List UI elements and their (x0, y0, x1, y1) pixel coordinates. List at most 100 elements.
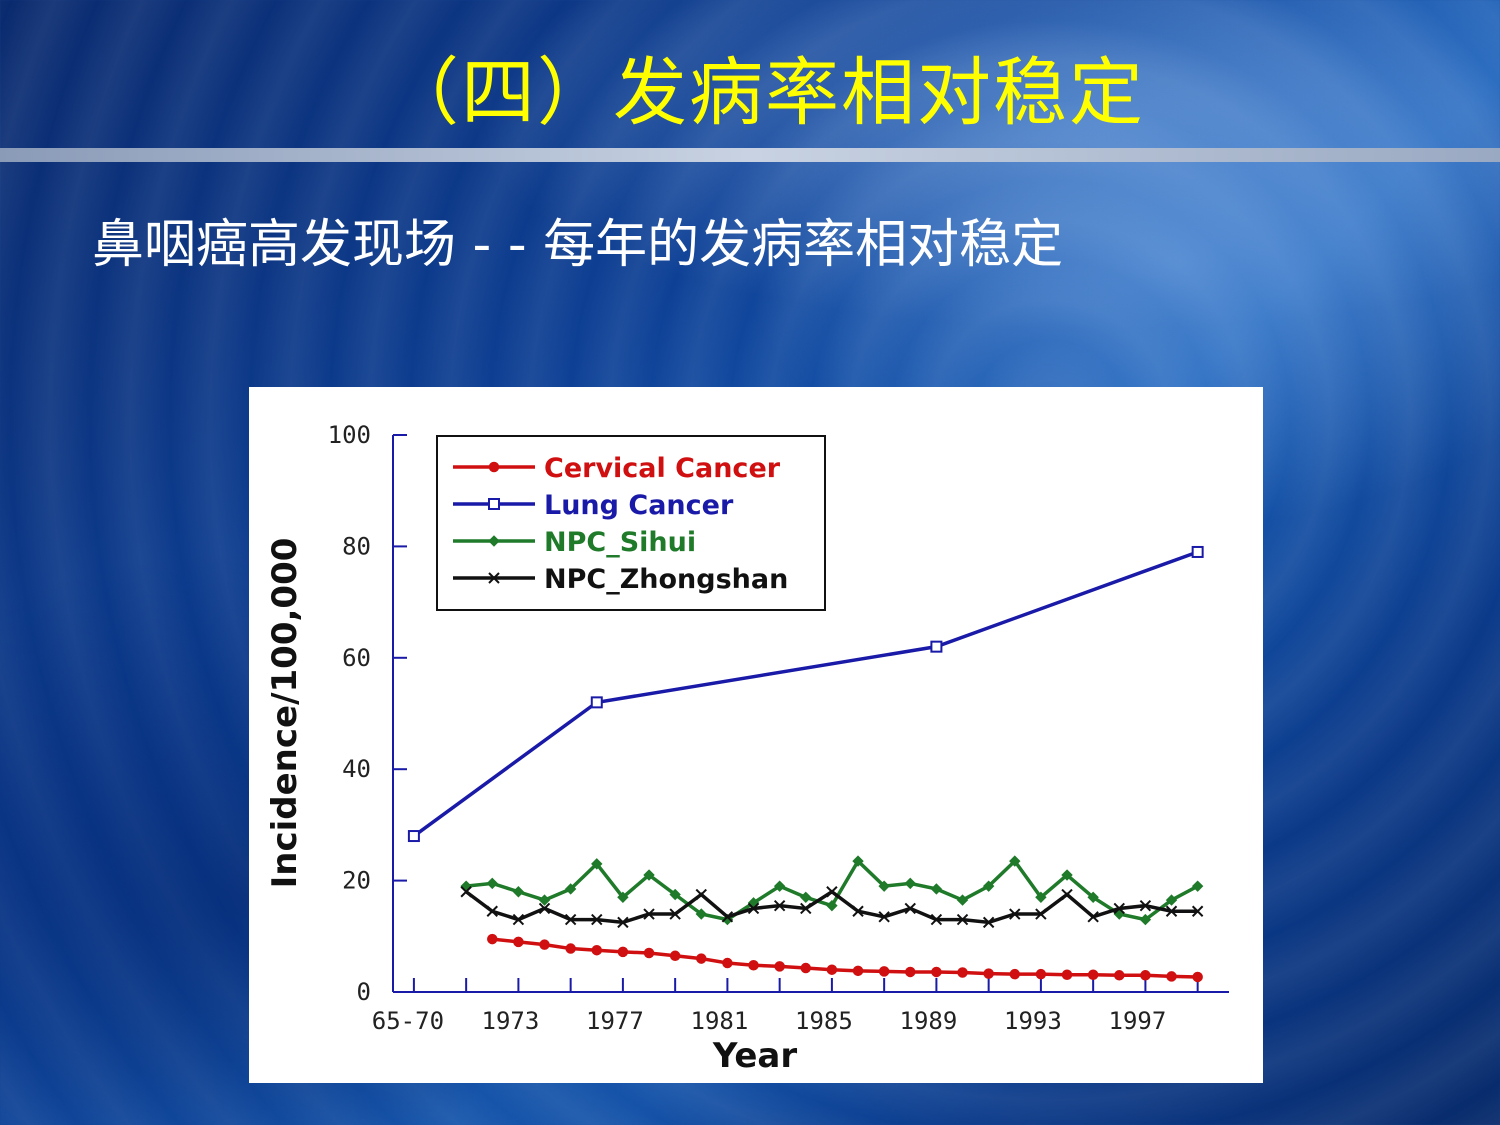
data-point-npc-sihui (1139, 913, 1152, 926)
data-point-npc-zhongshan (1139, 899, 1152, 912)
x-tick-label: 1977 (586, 1007, 644, 1035)
x-tick-label: 1997 (1109, 1007, 1167, 1035)
title-divider (0, 148, 1500, 162)
incidence-line-chart: 0 20 40 60 80 100 65-70 1973 1977 1981 1985 1989 199… (265, 421, 1229, 1076)
x-axis-title: Year (712, 1036, 798, 1076)
data-point-lung-cancer (407, 830, 420, 843)
data-point-npc-sihui (1191, 880, 1204, 892)
legend-marker-npc-zhongshan (488, 572, 500, 584)
data-point-npc-sihui (930, 883, 943, 895)
data-point-npc-sihui (1009, 855, 1021, 867)
legend-label-npc-sihui: NPC_Sihui (544, 527, 696, 558)
data-point-cervical-cancer (539, 939, 550, 950)
data-point-npc-zhongshan (826, 886, 838, 898)
data-point-npc-sihui (800, 891, 812, 904)
data-point-npc-zhongshan (538, 902, 551, 915)
y-axis-title: Incidence/100,000 (265, 538, 305, 889)
data-point-npc-sihui (1061, 869, 1073, 881)
y-tick-label: 0 (357, 978, 371, 1006)
slide-title: （四）发病率相对稳定 (385, 50, 1145, 136)
data-point-npc-sihui (512, 886, 525, 898)
data-point-npc-zhongshan (1165, 905, 1178, 917)
data-point-npc-zhongshan (486, 905, 498, 917)
data-point-npc-zhongshan (982, 916, 995, 929)
data-point-npc-sihui (1035, 891, 1047, 904)
data-point-npc-zhongshan (643, 908, 655, 920)
series-line-cervical-cancer (492, 937, 1198, 979)
data-point-cervical-cancer (1114, 970, 1125, 981)
data-point-cervical-cancer (957, 967, 968, 978)
data-point-npc-sihui (591, 858, 603, 870)
data-point-npc-zhongshan (1191, 905, 1204, 917)
data-point-cervical-cancer (774, 961, 785, 972)
data-point-npc-sihui (538, 894, 551, 906)
legend-label-lung-cancer: Lung Cancer (544, 490, 734, 521)
x-tick-label: 1973 (482, 1007, 540, 1035)
series-line-lung-cancer (412, 550, 1199, 838)
data-point-npc-sihui (564, 883, 577, 895)
data-point-npc-zhongshan (1009, 908, 1021, 920)
data-point-npc-sihui (617, 891, 629, 904)
data-point-npc-zhongshan (512, 913, 525, 926)
chart-panel: 0 20 40 60 80 100 65-70 1973 1977 1981 1985 1989 199… (249, 387, 1263, 1083)
data-point-cervical-cancer (722, 957, 733, 969)
legend-label-cervical-cancer: Cervical Cancer (544, 453, 781, 484)
y-tick-label: 20 (342, 867, 371, 895)
data-point-npc-zhongshan (1087, 911, 1099, 923)
data-point-npc-zhongshan (1035, 908, 1047, 920)
data-point-npc-zhongshan (669, 908, 681, 920)
legend-box (436, 435, 826, 611)
y-tick-label: 80 (342, 532, 371, 560)
data-point-npc-sihui (956, 894, 969, 906)
data-point-npc-zhongshan (747, 902, 760, 915)
data-point-npc-zhongshan (564, 913, 577, 926)
data-point-npc-sihui (878, 880, 890, 892)
data-point-cervical-cancer (852, 965, 864, 977)
data-point-npc-sihui (643, 869, 655, 881)
data-point-cervical-cancer (905, 966, 916, 978)
data-point-npc-sihui (1165, 894, 1178, 906)
data-point-cervical-cancer (565, 943, 576, 954)
data-point-npc-sihui (904, 877, 916, 890)
data-point-cervical-cancer (1166, 971, 1177, 982)
data-point-cervical-cancer (487, 933, 498, 945)
data-point-npc-sihui (460, 880, 472, 892)
data-point-npc-zhongshan (721, 911, 734, 923)
data-point-cervical-cancer (826, 964, 838, 975)
data-point-npc-zhongshan (1113, 902, 1125, 915)
x-tick-label: 1985 (795, 1007, 853, 1035)
data-point-npc-zhongshan (617, 916, 629, 929)
data-point-cervical-cancer (748, 960, 759, 971)
data-point-cervical-cancer (591, 944, 603, 956)
legend-label-npc-zhongshan: NPC_Zhongshan (544, 564, 788, 595)
data-point-cervical-cancer (1009, 968, 1021, 980)
data-point-npc-sihui (695, 908, 707, 920)
data-point-cervical-cancer (1087, 969, 1099, 980)
y-tick-label: 60 (342, 644, 371, 672)
data-point-cervical-cancer (878, 966, 890, 977)
data-point-npc-sihui (1087, 891, 1099, 904)
data-point-npc-sihui (982, 880, 995, 892)
data-point-cervical-cancer (1035, 968, 1047, 980)
data-point-npc-zhongshan (800, 902, 812, 915)
data-point-cervical-cancer (1192, 971, 1203, 983)
data-point-npc-zhongshan (773, 899, 786, 912)
data-point-lung-cancer (1191, 545, 1204, 558)
legend-marker-cervical-cancer (488, 461, 500, 473)
data-point-cervical-cancer (513, 936, 524, 948)
data-point-npc-zhongshan (852, 905, 864, 917)
data-point-npc-zhongshan (878, 911, 890, 923)
data-point-cervical-cancer (931, 966, 942, 978)
data-point-cervical-cancer (983, 968, 994, 979)
data-point-cervical-cancer (643, 947, 655, 959)
legend-marker-npc-sihui (488, 535, 500, 547)
data-point-cervical-cancer (669, 950, 681, 962)
x-tick-label: 65-70 (372, 1007, 444, 1035)
data-point-npc-sihui (773, 880, 786, 892)
x-tick-label: 1981 (691, 1007, 749, 1035)
data-point-cervical-cancer (617, 946, 629, 958)
y-tick-label: 100 (328, 421, 371, 449)
y-tick-label: 40 (342, 755, 371, 783)
data-point-cervical-cancer (1140, 970, 1151, 981)
data-point-npc-zhongshan (904, 902, 916, 915)
